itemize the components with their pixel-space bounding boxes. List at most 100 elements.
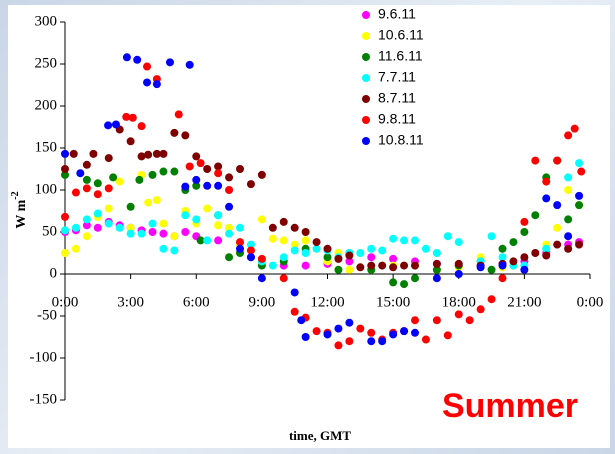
point [509,238,518,247]
point [69,149,78,158]
point [203,181,212,190]
point [575,201,584,210]
point [104,184,113,193]
y-tick-label: 0 [50,265,58,281]
point [104,121,113,130]
point [203,236,212,245]
point [246,240,255,249]
point [487,265,496,274]
point [432,259,441,268]
point [476,305,485,314]
point [170,128,179,137]
point [89,149,98,158]
point [61,149,69,158]
point [378,337,387,346]
point [411,316,419,325]
y-tick-label: 250 [35,55,58,71]
point [76,169,85,178]
legend-marker [362,137,370,145]
point [345,318,354,327]
point [214,221,223,230]
point [268,261,277,270]
point [575,240,584,249]
point [192,215,201,224]
point [575,191,584,200]
point [312,238,321,247]
x-tick-label: 3:00 [117,294,144,310]
point [257,254,266,263]
point [301,333,310,341]
point [323,244,332,253]
point [246,246,255,255]
point [454,238,463,247]
point [61,212,69,221]
point [279,236,288,245]
point [498,274,507,283]
point [126,223,135,232]
point [334,265,343,274]
y-label: W m [14,199,29,228]
point [570,124,579,133]
point [133,55,142,64]
point [564,173,573,182]
point [170,167,179,176]
point [297,316,306,325]
legend-marker [362,53,370,61]
point [152,80,161,89]
point [345,251,354,260]
point [301,228,310,236]
point [159,149,168,158]
point [553,223,562,232]
legend-label: 8.7.11 [378,90,416,106]
point [152,149,161,158]
point [174,110,183,119]
point [257,215,266,224]
point [279,217,288,226]
point [564,232,573,241]
point [421,335,430,344]
point [378,261,387,270]
point [246,180,255,189]
point [181,182,190,191]
point [166,58,174,67]
point [290,288,299,297]
point [192,152,201,161]
point [126,202,135,211]
point [542,177,551,186]
point [225,173,234,182]
y-axis-title: W m-2 [10,191,29,228]
point [575,159,584,168]
point [411,261,419,270]
point [192,181,201,190]
point [487,232,496,241]
point [498,261,507,270]
point [214,211,223,220]
point [225,223,234,232]
point [454,259,463,268]
point [290,223,299,232]
annotation: Summer [442,387,578,425]
point [257,170,266,179]
point [542,251,551,260]
point [93,190,102,199]
point [104,204,113,213]
point [400,236,409,245]
y-tick-label: -150 [30,391,58,407]
point [148,228,157,236]
point [61,165,69,173]
point [356,263,365,272]
point [301,236,310,245]
point [203,204,212,213]
point [345,265,354,274]
point [246,253,255,262]
point [225,186,234,194]
point [126,137,135,146]
point [290,307,299,316]
point [185,162,194,171]
x-tick-label: 12:00 [310,294,344,310]
point [192,175,201,184]
point [454,310,463,319]
point [312,327,321,336]
point [553,240,562,249]
x-tick-label: 15:00 [376,294,410,310]
